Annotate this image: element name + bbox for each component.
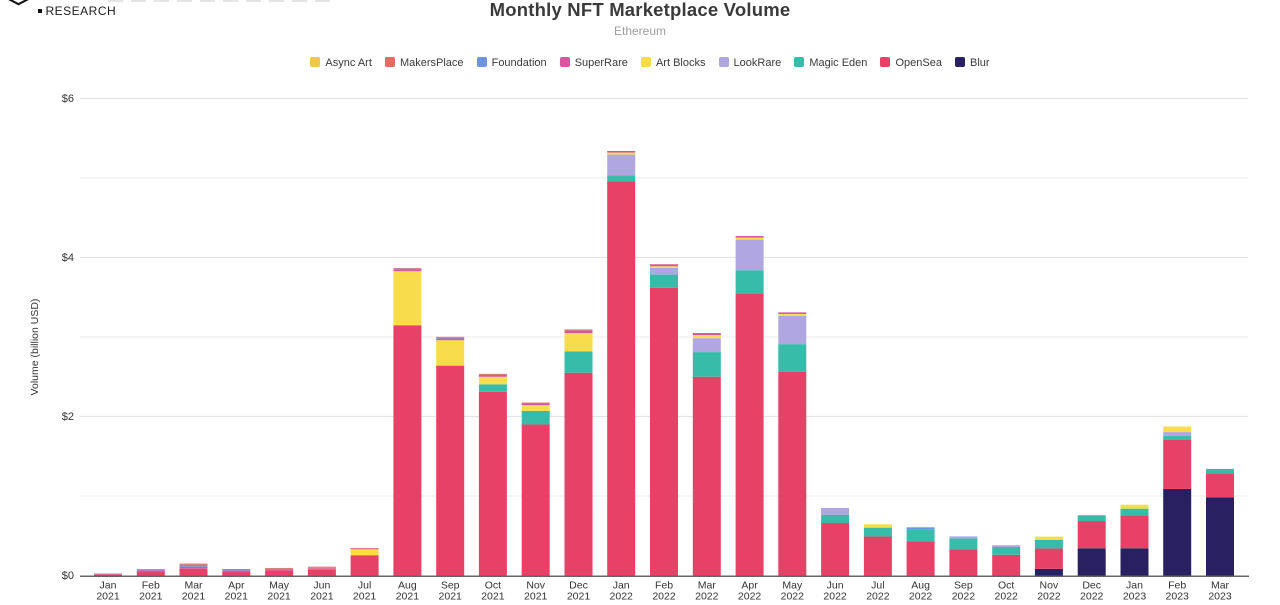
svg-text:2022: 2022 <box>781 591 805 603</box>
svg-text:2022: 2022 <box>952 591 976 603</box>
svg-text:Jan: Jan <box>1126 580 1143 592</box>
svg-text:Aug: Aug <box>398 580 417 592</box>
svg-text:Mar: Mar <box>1211 580 1230 592</box>
svg-text:2022: 2022 <box>652 591 676 603</box>
svg-text:2022: 2022 <box>610 591 634 603</box>
svg-text:2021: 2021 <box>481 591 505 603</box>
svg-text:2023: 2023 <box>1166 591 1190 603</box>
svg-text:2021: 2021 <box>225 591 249 603</box>
svg-text:Volume (billion USD): Volume (billion USD) <box>29 299 41 396</box>
svg-text:2021: 2021 <box>96 591 120 603</box>
svg-text:Nov: Nov <box>1040 580 1059 592</box>
svg-text:Jan: Jan <box>100 580 117 592</box>
svg-text:Feb: Feb <box>655 580 673 592</box>
svg-text:2021: 2021 <box>524 591 548 603</box>
svg-text:Sep: Sep <box>954 580 973 592</box>
svg-text:Apr: Apr <box>228 580 245 592</box>
svg-text:Nov: Nov <box>526 580 545 592</box>
svg-text:2022: 2022 <box>995 591 1019 603</box>
svg-text:$0: $0 <box>62 570 74 582</box>
svg-text:2021: 2021 <box>182 591 206 603</box>
svg-text:2021: 2021 <box>353 591 377 603</box>
svg-text:2021: 2021 <box>139 591 163 603</box>
svg-text:Mar: Mar <box>698 580 717 592</box>
svg-text:Feb: Feb <box>1168 580 1186 592</box>
svg-text:Jul: Jul <box>871 580 884 592</box>
svg-text:2023: 2023 <box>1208 591 1232 603</box>
svg-text:Apr: Apr <box>741 580 758 592</box>
svg-text:Oct: Oct <box>485 580 501 592</box>
svg-text:Feb: Feb <box>142 580 160 592</box>
svg-text:2022: 2022 <box>909 591 933 603</box>
svg-text:2021: 2021 <box>396 591 420 603</box>
svg-text:May: May <box>269 580 290 592</box>
svg-text:Mar: Mar <box>184 580 203 592</box>
svg-text:2022: 2022 <box>738 591 762 603</box>
svg-text:Sep: Sep <box>441 580 460 592</box>
svg-text:2021: 2021 <box>310 591 334 603</box>
svg-text:Dec: Dec <box>1082 580 1101 592</box>
svg-text:Oct: Oct <box>998 580 1014 592</box>
svg-text:2022: 2022 <box>1037 591 1061 603</box>
svg-text:$6: $6 <box>62 93 74 105</box>
svg-text:2022: 2022 <box>866 591 890 603</box>
svg-text:Jul: Jul <box>358 580 371 592</box>
svg-text:2021: 2021 <box>439 591 463 603</box>
svg-text:Jan: Jan <box>613 580 630 592</box>
svg-text:Dec: Dec <box>569 580 588 592</box>
svg-text:2022: 2022 <box>823 591 847 603</box>
svg-text:2023: 2023 <box>1123 591 1147 603</box>
svg-text:2021: 2021 <box>267 591 291 603</box>
svg-text:May: May <box>782 580 803 592</box>
svg-text:2022: 2022 <box>1080 591 1104 603</box>
svg-text:$2: $2 <box>62 411 74 423</box>
svg-text:$4: $4 <box>62 252 74 264</box>
svg-text:2021: 2021 <box>567 591 591 603</box>
svg-text:Jun: Jun <box>313 580 330 592</box>
svg-text:2022: 2022 <box>695 591 719 603</box>
svg-text:Jun: Jun <box>827 580 844 592</box>
svg-text:Aug: Aug <box>911 580 930 592</box>
